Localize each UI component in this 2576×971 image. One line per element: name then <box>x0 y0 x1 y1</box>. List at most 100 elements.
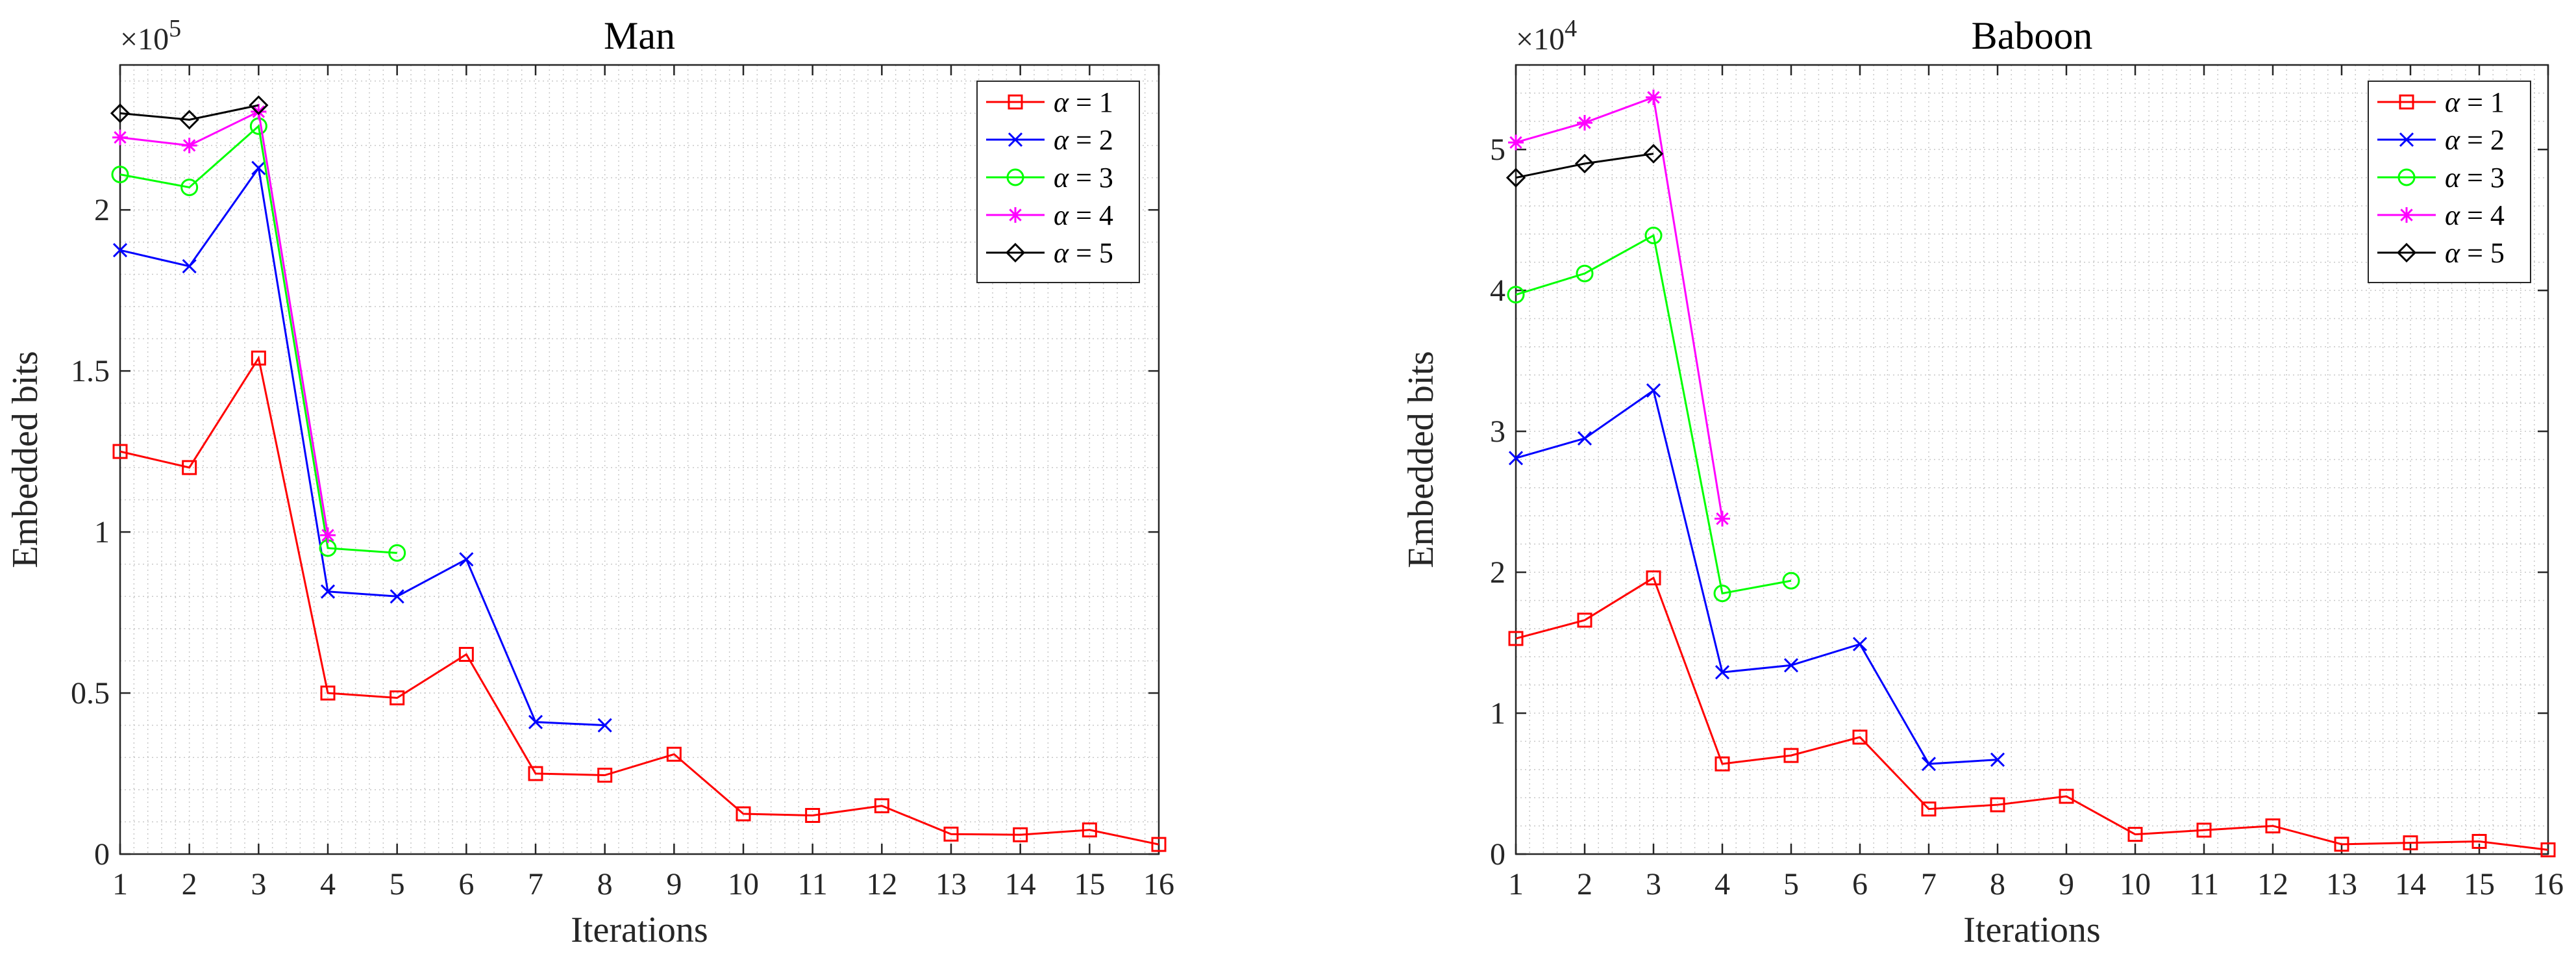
legend-marker <box>2396 242 2417 263</box>
data-point <box>1013 827 1028 842</box>
x-tick-label: 13 <box>935 867 967 902</box>
data-point <box>2196 822 2212 838</box>
legend-marker <box>2399 132 2414 147</box>
data-point <box>1643 144 1664 164</box>
data-point <box>1577 431 1592 446</box>
y-tick-label: 0 <box>1490 837 1505 872</box>
x-tick-label: 8 <box>597 867 613 902</box>
data-point <box>390 690 405 705</box>
axes-box <box>1515 64 2549 855</box>
data-point <box>110 103 130 123</box>
data-point <box>459 552 474 567</box>
data-point <box>528 714 543 729</box>
data-point <box>320 685 336 701</box>
data-point <box>2334 837 2349 852</box>
data-point <box>597 718 612 733</box>
x-tick-label: 13 <box>2326 867 2357 902</box>
y-tick-label: 1.5 <box>71 354 110 388</box>
data-point <box>112 243 128 258</box>
series-line <box>119 165 605 727</box>
data-point <box>1715 511 1730 527</box>
legend-box <box>2368 81 2531 283</box>
series-alpha-3 <box>1507 227 1800 603</box>
data-point <box>2059 788 2074 804</box>
legend-marker <box>2399 94 2414 110</box>
x-axis-label: Iterations <box>1963 910 2100 950</box>
series-line <box>119 355 1159 846</box>
x-tick-label: 4 <box>320 867 336 902</box>
x-tick-label: 9 <box>2059 867 2074 902</box>
series-line <box>1515 388 1998 765</box>
legend-marker <box>1005 242 1026 263</box>
series-line <box>1515 153 1654 179</box>
x-tick-label: 11 <box>798 867 828 902</box>
y-tick-label: 0 <box>94 837 110 872</box>
data-point <box>1715 665 1730 680</box>
legend-label: α = 1 <box>2445 86 2505 118</box>
data-point <box>320 584 336 599</box>
data-point <box>1852 637 1868 651</box>
data-point <box>1151 837 1167 852</box>
series-line <box>1515 576 2549 851</box>
legend-label: α = 1 <box>1054 86 1113 118</box>
data-point <box>2127 827 2143 842</box>
data-point <box>1852 729 1868 745</box>
x-tick-label: 15 <box>2464 867 2495 902</box>
data-point <box>249 95 269 116</box>
legend-label: α = 3 <box>2445 162 2505 194</box>
y-axis-label: Embedded bits <box>1401 351 1441 568</box>
legend-marker <box>2399 207 2414 223</box>
data-point <box>112 129 128 145</box>
data-point <box>251 160 266 175</box>
x-tick-label: 2 <box>182 867 197 902</box>
legend-marker <box>1008 94 1023 110</box>
data-point <box>805 807 821 823</box>
x-tick-label: 12 <box>2257 867 2288 902</box>
x-tick-label: 3 <box>1646 867 1661 902</box>
legend-marker <box>1006 168 1024 186</box>
legend-item: α = 1 <box>986 86 1113 118</box>
series-line <box>1515 234 1792 595</box>
series-alpha-5 <box>110 95 269 130</box>
data-point <box>874 798 889 814</box>
x-tick-label: 7 <box>1921 867 1937 902</box>
data-point <box>112 444 128 459</box>
data-point <box>1508 631 1524 646</box>
y-exponent: ×105 <box>120 15 181 57</box>
x-tick-label: 5 <box>390 867 405 902</box>
legend-item: α = 5 <box>986 237 1113 269</box>
y-tick-label: 3 <box>1490 414 1505 449</box>
x-tick-label: 5 <box>1783 867 1799 902</box>
data-point <box>1782 572 1800 590</box>
legend-marker <box>1008 132 1023 147</box>
series-line <box>119 104 259 121</box>
x-tick-label: 14 <box>2395 867 2426 902</box>
data-point <box>1576 264 1594 283</box>
data-point <box>1990 797 2005 813</box>
legend-label: α = 5 <box>2445 237 2505 269</box>
data-point <box>251 103 267 120</box>
x-tick-label: 16 <box>2533 867 2564 902</box>
x-tick-label: 1 <box>112 867 128 902</box>
legend-label: α = 3 <box>1054 162 1113 194</box>
series-alpha-1 <box>112 350 1167 852</box>
data-point <box>1577 114 1592 131</box>
series-alpha-4 <box>1508 89 1730 527</box>
data-point <box>1505 168 1526 188</box>
data-point <box>1715 756 1730 772</box>
legend-label: α = 2 <box>1054 124 1113 156</box>
legend: α = 1 α = 2 α = 3 α = 4 α = 5 <box>2368 81 2531 283</box>
data-point <box>1990 752 2005 767</box>
data-point <box>528 766 543 781</box>
y-tick-label: 2 <box>94 193 110 227</box>
legend-label: α = 4 <box>2445 199 2505 231</box>
chart-title: Man <box>604 14 675 57</box>
legend-label: α = 4 <box>1054 199 1113 231</box>
data-point <box>179 110 199 130</box>
data-point <box>1577 612 1592 628</box>
data-point <box>320 527 336 544</box>
legend-box <box>976 81 1140 283</box>
legend-item: α = 3 <box>986 162 1113 194</box>
series-alpha-2 <box>1508 383 2005 772</box>
